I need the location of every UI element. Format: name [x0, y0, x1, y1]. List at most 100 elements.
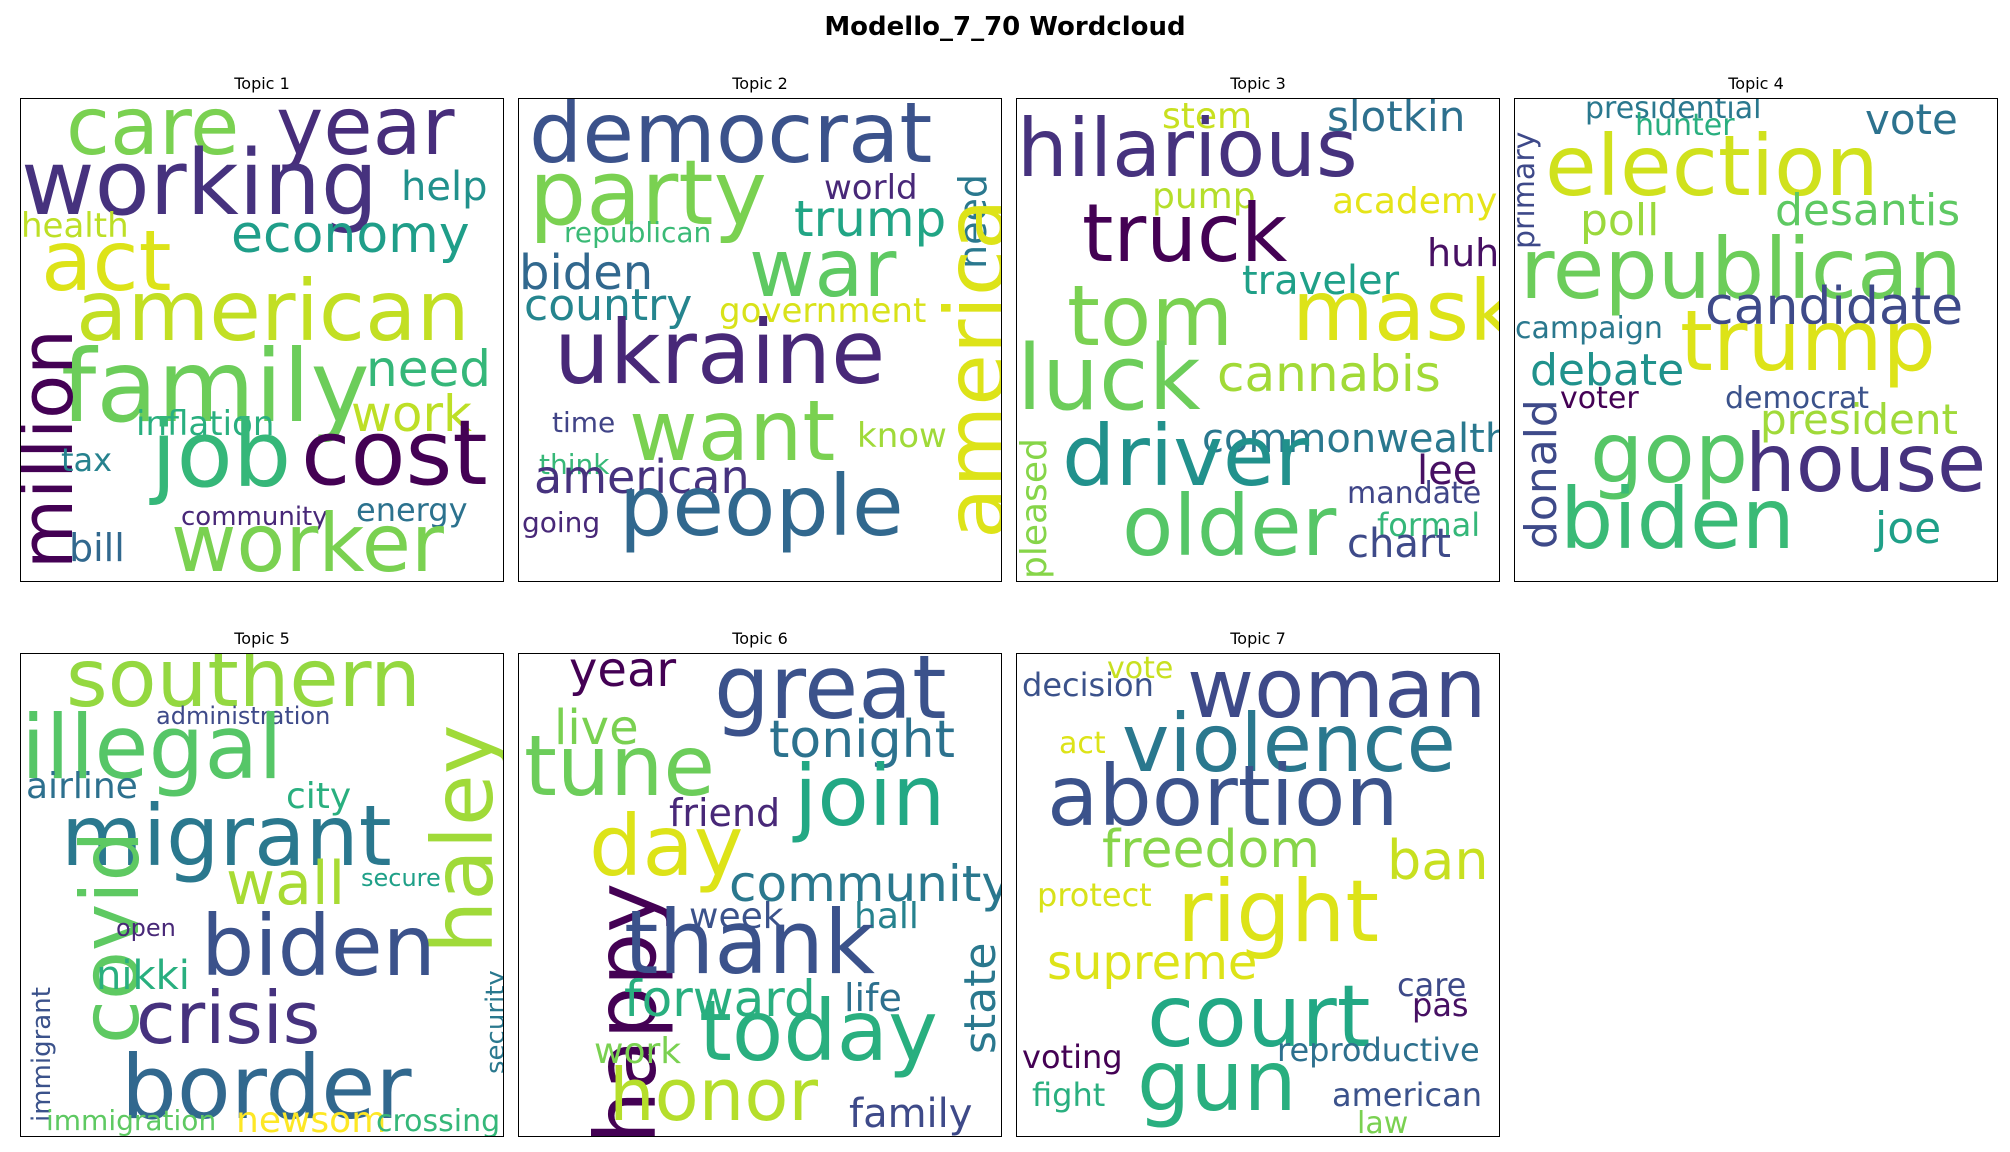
word: illegal	[21, 696, 283, 799]
word: american	[76, 262, 470, 360]
word: year	[569, 653, 677, 698]
word: world	[824, 168, 918, 208]
word: work	[351, 385, 472, 443]
word: act	[41, 212, 172, 310]
word: pleased	[1016, 438, 1055, 579]
word: truck	[1082, 187, 1288, 280]
word: driver	[1062, 407, 1310, 505]
word: american	[534, 450, 750, 504]
word: bill	[69, 526, 125, 570]
word: government	[719, 291, 927, 331]
word: job	[151, 401, 292, 508]
word: hall	[854, 896, 919, 937]
word: biden	[519, 245, 654, 301]
word: protect	[1037, 876, 1152, 914]
word: today	[699, 982, 938, 1080]
topic-title: Topic 5	[234, 629, 290, 648]
wordcloud-box: presidential vote hunter primary election pol…	[1514, 98, 1998, 582]
word: vote	[1865, 98, 1958, 144]
word: hilarious	[1017, 102, 1358, 195]
word: voter	[1560, 381, 1639, 416]
topic-panel: Topic 2 democrat need party world republican t…	[518, 74, 1002, 582]
word: freedom	[1102, 820, 1321, 880]
topic-panel: Topic 6 year great live tonight tune friend joi…	[518, 629, 1002, 1137]
word: donald	[1516, 399, 1567, 549]
wordcloud-box: vote decision woman act violence abortion free…	[1016, 653, 1500, 1137]
word: republican	[1520, 220, 1962, 318]
word: court	[1147, 967, 1371, 1067]
word: crossing	[376, 1104, 501, 1137]
word: thank	[624, 891, 875, 994]
word: great	[714, 653, 947, 739]
word: nikki	[96, 953, 190, 999]
word: president	[1760, 395, 1958, 444]
word: need	[366, 340, 491, 398]
word: worker	[171, 497, 444, 582]
word: voting	[1022, 1038, 1123, 1076]
word: war	[749, 222, 897, 315]
word: trump	[794, 190, 947, 248]
word: city	[286, 776, 352, 817]
wordcloud-box: southern haley administration illegal airlin…	[20, 653, 504, 1137]
word: election	[1545, 117, 1879, 215]
word: life	[844, 976, 902, 1020]
word: economy	[231, 205, 470, 265]
topic-title: Topic 4	[1728, 74, 1784, 93]
word: open	[116, 914, 176, 942]
word: democrat	[1725, 381, 1870, 416]
word: commonwealth	[1202, 416, 1500, 462]
word: huh	[1427, 231, 1500, 275]
word: health	[21, 206, 129, 246]
topic-panel: Topic 3 stem slotkin hilarious pump academy tr…	[1016, 74, 1500, 582]
word: house	[1745, 417, 1987, 510]
word: desantis	[1775, 185, 1961, 236]
word: mask	[1292, 262, 1500, 360]
word: fight	[1032, 1076, 1106, 1114]
word: tune	[524, 717, 716, 815]
word: candidate	[1705, 277, 1964, 337]
word: pump	[1152, 176, 1256, 217]
word: airline	[26, 766, 138, 807]
word: pas	[1412, 986, 1469, 1024]
word: crisis	[136, 976, 321, 1060]
word: secure	[361, 864, 441, 892]
word: week	[689, 896, 784, 937]
word: violence	[1122, 697, 1456, 790]
word: decision	[1022, 666, 1154, 704]
word: community	[181, 502, 328, 532]
word: care	[66, 98, 240, 173]
word: academy	[1332, 181, 1498, 222]
word: know	[857, 416, 947, 456]
word: wall	[226, 849, 346, 919]
word: inflation	[136, 404, 275, 444]
word: tax	[61, 441, 113, 479]
word: tonight	[769, 710, 955, 770]
topic-title: Topic 7	[1230, 629, 1286, 648]
wordcloud-box: year great live tonight tune friend join day com…	[518, 653, 1002, 1137]
word: administration	[156, 702, 331, 730]
word: slotkin	[1327, 98, 1466, 141]
word: want	[629, 382, 836, 480]
word: lee	[1417, 448, 1478, 494]
word: supreme	[1047, 935, 1258, 991]
word: biden	[201, 897, 436, 995]
word: mandate	[1347, 476, 1482, 511]
word: hunter	[1635, 108, 1735, 143]
word: ban	[1387, 829, 1489, 892]
word: security	[481, 970, 504, 1074]
wordcloud-box: care year working help health economy act ameri…	[20, 98, 504, 582]
word: campaign	[1515, 311, 1663, 346]
word: cost	[301, 401, 488, 506]
word: law	[1357, 1106, 1409, 1137]
word: friend	[669, 791, 781, 835]
word: immigrant	[27, 987, 57, 1122]
wordcloud-box: stem slotkin hilarious pump academy truck huh t…	[1016, 98, 1500, 582]
word: work	[594, 1031, 682, 1072]
word: time	[552, 406, 616, 439]
word: migrant	[61, 787, 392, 885]
word: join	[794, 747, 946, 845]
word: traveler	[1242, 258, 1400, 304]
word: family	[61, 328, 370, 445]
word: ukraine	[554, 301, 886, 404]
word: cannabis	[1217, 345, 1441, 403]
